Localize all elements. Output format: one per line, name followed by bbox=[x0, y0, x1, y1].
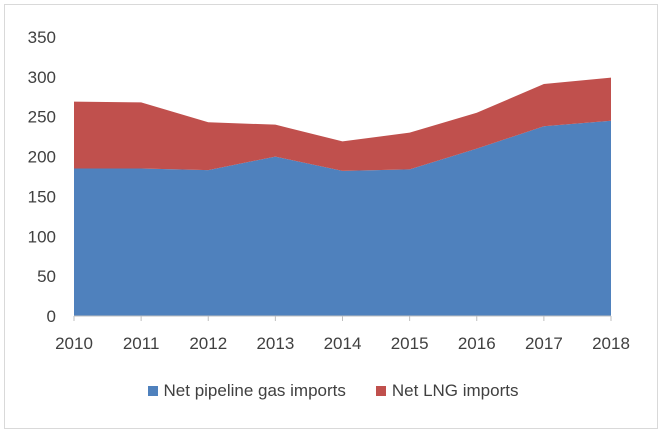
legend-label-pipeline: Net pipeline gas imports bbox=[163, 381, 346, 400]
legend-item-pipeline: Net pipeline gas imports bbox=[147, 381, 346, 401]
y-tick-label: 150 bbox=[28, 187, 56, 206]
x-tick-label: 2016 bbox=[458, 334, 496, 353]
axes-layer bbox=[73, 315, 612, 321]
y-tick-label: 250 bbox=[28, 108, 56, 127]
y-tick-label: 300 bbox=[28, 68, 56, 87]
x-tick-label: 2010 bbox=[55, 334, 93, 353]
y-tick-label: 0 bbox=[47, 307, 56, 326]
area-series-1 bbox=[74, 77, 611, 171]
x-tick-label: 2011 bbox=[123, 334, 160, 353]
x-tick-label: 2012 bbox=[189, 334, 227, 353]
x-tick-label: 2018 bbox=[592, 334, 630, 353]
x-tick-label: 2013 bbox=[256, 334, 294, 353]
y-tick-label: 100 bbox=[28, 227, 56, 246]
x-tick-label: 2014 bbox=[324, 334, 362, 353]
y-tick-label: 350 bbox=[28, 28, 56, 47]
legend-label-lng: Net LNG imports bbox=[391, 381, 519, 400]
y-tick-labels: 0 50 100 150 200 250 300 350 bbox=[28, 28, 56, 326]
legend: Net pipeline gas imports Net LNG imports bbox=[0, 381, 666, 401]
legend-item-lng: Net LNG imports bbox=[375, 381, 519, 401]
area-series-0 bbox=[74, 120, 611, 316]
legend-swatch-pipeline bbox=[147, 386, 158, 396]
x-tick-label: 2017 bbox=[525, 334, 563, 353]
x-tick-label: 2015 bbox=[391, 334, 429, 353]
legend-swatch-lng bbox=[375, 386, 386, 396]
y-tick-label: 200 bbox=[28, 148, 56, 167]
x-tick-labels: 2010 2011 2012 2013 2014 2015 2016 2017 2018 bbox=[55, 334, 630, 353]
area-layer bbox=[74, 77, 611, 316]
y-tick-label: 50 bbox=[37, 267, 56, 286]
